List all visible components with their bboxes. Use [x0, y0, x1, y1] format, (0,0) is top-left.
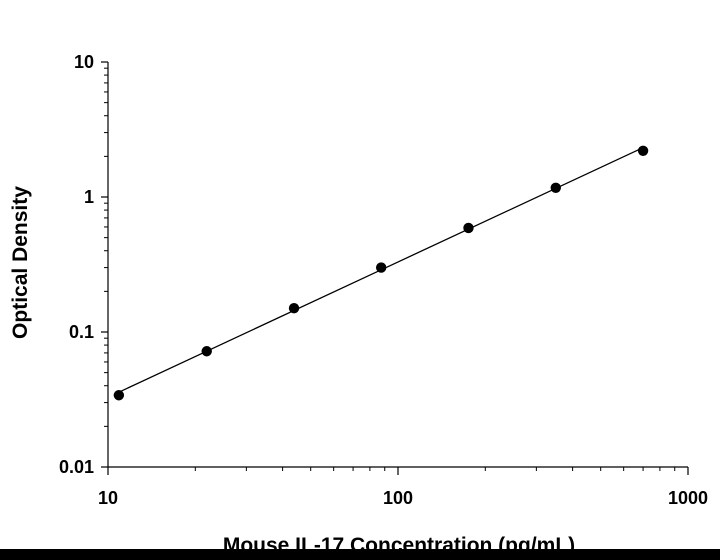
y-axis-ticks: 10 1 0.1 0.01: [59, 52, 108, 477]
data-point: [113, 390, 125, 401]
x-tick-label: 1000: [668, 488, 708, 508]
y-tick-label: 0.01: [59, 457, 94, 477]
data-points: [113, 145, 649, 401]
data-point: [637, 145, 649, 156]
data-point: [375, 262, 387, 273]
bottom-band: [0, 549, 720, 560]
data-point: [201, 346, 212, 357]
y-tick-label: 0.1: [69, 322, 94, 342]
y-tick-label: 1: [84, 187, 94, 207]
y-tick-label: 10: [74, 52, 94, 72]
y-axis-title: Optical Density: [9, 186, 32, 339]
x-tick-label: 10: [98, 488, 118, 508]
axes: 10 100 1000 10 1 0.1 0.01: [59, 52, 708, 508]
minor-ticks: [104, 67, 676, 471]
x-tick-label: 100: [383, 488, 413, 508]
data-point: [550, 182, 561, 193]
x-axis-ticks: 10 100 1000: [98, 467, 708, 508]
data-point: [463, 222, 474, 234]
data-point: [288, 303, 300, 314]
